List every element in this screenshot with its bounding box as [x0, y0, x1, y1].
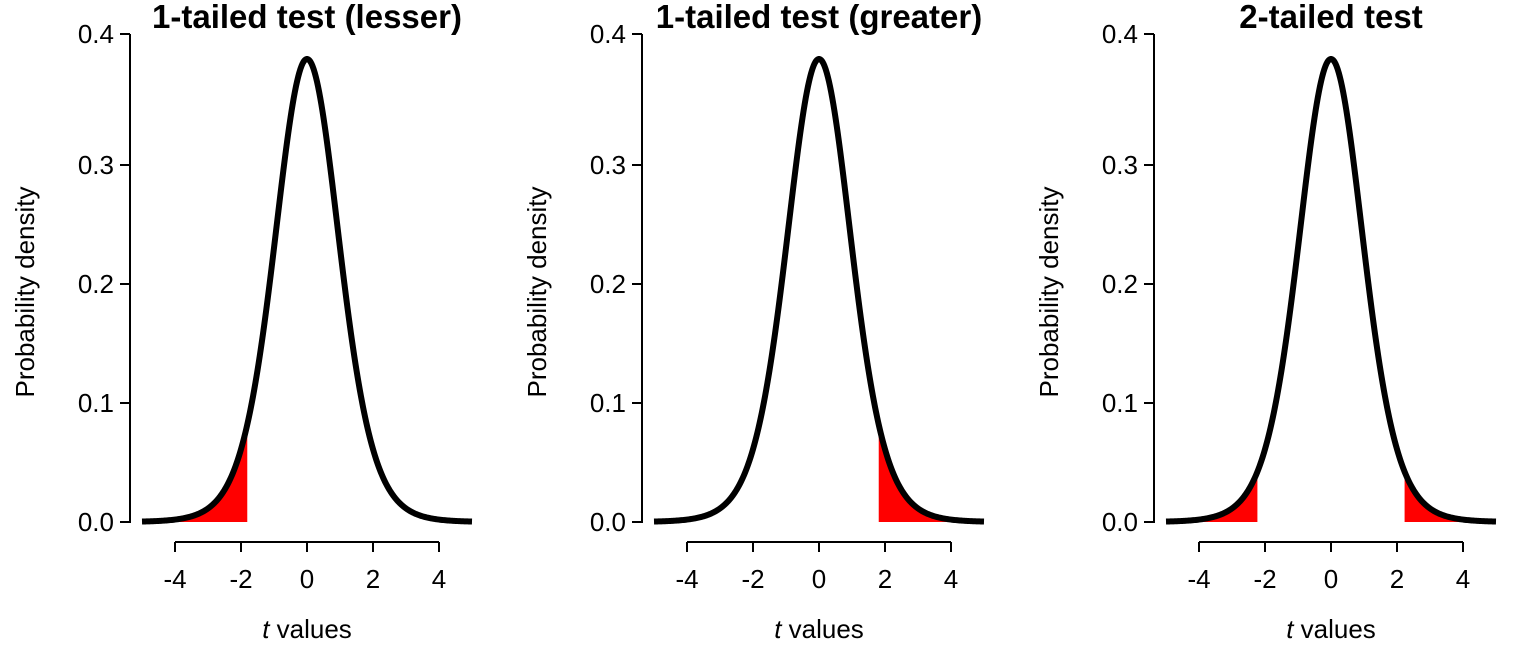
- density-curve: [652, 55, 986, 525]
- x-tick-label: 2: [878, 564, 892, 594]
- x-tick-label: 4: [1456, 564, 1470, 594]
- x-tick-label: 2: [1390, 564, 1404, 594]
- x-axis-label-variable: t: [1286, 614, 1295, 644]
- y-tick-label: 0.3: [78, 150, 114, 180]
- y-tick-label: 0.1: [78, 388, 114, 418]
- x-tick-label: 0: [812, 564, 826, 594]
- x-axis-label-text: values: [269, 614, 351, 644]
- density-curve: [1164, 55, 1498, 525]
- x-tick-label: -4: [1187, 564, 1210, 594]
- y-tick-label: 0.0: [590, 507, 626, 537]
- x-tick-label: 4: [944, 564, 958, 594]
- y-tick-label: 0.1: [1102, 388, 1138, 418]
- chart-title: 2-tailed test: [1239, 0, 1422, 35]
- chart-title: 1-tailed test (lesser): [152, 0, 462, 35]
- x-tick-label: -2: [229, 564, 252, 594]
- x-tick-label: 4: [432, 564, 446, 594]
- x-axis-label-text: values: [781, 614, 863, 644]
- x-axis-label: t values: [1286, 614, 1376, 644]
- panel-greater: 0.0 0.1 0.2 0.3 0.4 -4 -2 0 2 4 1-tailed test (gre…: [522, 0, 986, 644]
- y-tick-label: 0.4: [1102, 19, 1138, 49]
- y-axis-label: Probability density: [10, 187, 40, 398]
- x-tick-label: -4: [675, 564, 698, 594]
- x-axis-label: t values: [262, 614, 352, 644]
- y-tick-label: 0.2: [78, 269, 114, 299]
- x-axis-label-text: values: [1293, 614, 1375, 644]
- x-tick-label: -2: [741, 564, 764, 594]
- y-axis-label: Probability density: [522, 187, 552, 398]
- y-axis-label: Probability density: [1034, 187, 1064, 398]
- x-tick-label: 0: [300, 564, 314, 594]
- panel-two-tailed: 0.0 0.1 0.2 0.3 0.4 -4 -2 0 2 4 2-tailed test t val…: [1034, 0, 1498, 644]
- x-tick-label: -2: [1253, 564, 1276, 594]
- x-tick-label: 2: [366, 564, 380, 594]
- x-tick-label: -4: [163, 564, 186, 594]
- density-curve: [140, 55, 474, 525]
- chart-title: 1-tailed test (greater): [656, 0, 982, 35]
- y-tick-label: 0.0: [78, 507, 114, 537]
- y-tick-label: 0.2: [590, 269, 626, 299]
- y-tick-label: 0.3: [590, 150, 626, 180]
- y-tick-label: 0.1: [590, 388, 626, 418]
- y-tick-label: 0.3: [1102, 150, 1138, 180]
- y-tick-label: 0.4: [590, 19, 626, 49]
- x-axis-label: t values: [774, 614, 864, 644]
- y-tick-label: 0.0: [1102, 507, 1138, 537]
- y-tick-label: 0.4: [78, 19, 114, 49]
- x-tick-label: 0: [1324, 564, 1338, 594]
- x-axis-label-variable: t: [262, 614, 271, 644]
- y-tick-label: 0.2: [1102, 269, 1138, 299]
- panel-lesser: 0.0 0.1 0.2 0.3 0.4 -4 -2 0 2 4 1-tailed test (les…: [10, 0, 474, 644]
- x-axis-label-variable: t: [774, 614, 783, 644]
